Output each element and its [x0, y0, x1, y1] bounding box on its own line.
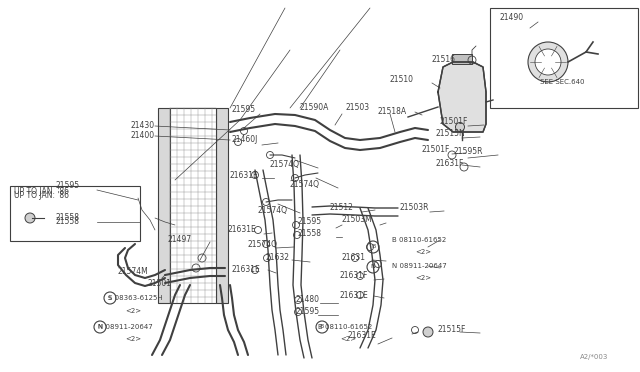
Text: 21574Q: 21574Q [258, 205, 288, 215]
Bar [10, 186, 140, 241]
Text: N: N [371, 264, 376, 269]
Text: 21631E: 21631E [340, 291, 369, 299]
Ellipse shape [412, 327, 419, 334]
Text: N: N [98, 324, 102, 330]
Ellipse shape [291, 174, 298, 182]
Text: 21595: 21595 [55, 180, 79, 189]
Text: 21460J: 21460J [232, 135, 259, 144]
Text: 21400: 21400 [131, 131, 155, 141]
Text: 21518A: 21518A [378, 108, 407, 116]
Ellipse shape [374, 260, 381, 267]
Text: 21501F: 21501F [422, 145, 451, 154]
Text: 21632: 21632 [266, 253, 290, 263]
Text: 21574Q: 21574Q [270, 160, 300, 170]
Bar [158, 108, 170, 303]
Bar [170, 108, 216, 303]
Ellipse shape [356, 292, 364, 298]
Text: <2>: <2> [125, 308, 141, 314]
Text: 21631E: 21631E [348, 330, 377, 340]
Ellipse shape [367, 244, 374, 250]
Text: 21631: 21631 [342, 253, 366, 263]
Text: 21503R: 21503R [400, 203, 429, 212]
Ellipse shape [294, 231, 301, 238]
Text: 21631E: 21631E [228, 225, 257, 234]
Text: 21430: 21430 [131, 122, 155, 131]
Bar [452, 54, 472, 64]
Ellipse shape [535, 49, 561, 75]
Text: 21490: 21490 [500, 13, 524, 22]
Text: 21558: 21558 [55, 218, 79, 227]
Ellipse shape [351, 254, 358, 262]
Text: 21574M: 21574M [118, 267, 148, 276]
Text: UP TO JAN. '86: UP TO JAN. '86 [14, 190, 69, 199]
Ellipse shape [294, 296, 301, 304]
Text: 21503M: 21503M [342, 215, 372, 224]
Text: <2>: <2> [415, 275, 431, 281]
Text: 21558: 21558 [55, 214, 79, 222]
Text: 21501F: 21501F [440, 118, 468, 126]
Ellipse shape [294, 308, 301, 315]
Text: 21515N: 21515N [436, 129, 466, 138]
Text: 21595: 21595 [298, 218, 322, 227]
Text: N 08911-20647: N 08911-20647 [392, 263, 447, 269]
Bar [490, 8, 638, 108]
Text: 21631F: 21631F [436, 160, 465, 169]
Ellipse shape [262, 199, 269, 205]
Polygon shape [438, 62, 486, 132]
Text: A2/*003: A2/*003 [580, 354, 609, 360]
Text: B 08110-61652: B 08110-61652 [392, 237, 446, 243]
Ellipse shape [241, 128, 248, 135]
Text: N 08911-20647: N 08911-20647 [98, 324, 153, 330]
Text: 21574Q: 21574Q [290, 180, 320, 189]
Text: 21516: 21516 [432, 55, 456, 64]
Text: 21631E: 21631E [230, 170, 259, 180]
Ellipse shape [266, 151, 273, 158]
Ellipse shape [25, 213, 35, 223]
Text: 21497: 21497 [168, 234, 192, 244]
Text: 21501: 21501 [148, 279, 172, 289]
Text: 21574Q: 21574Q [248, 240, 278, 248]
Text: S 08363-6125H: S 08363-6125H [108, 295, 163, 301]
Text: SEE SEC.640: SEE SEC.640 [540, 79, 584, 85]
Ellipse shape [528, 42, 568, 82]
Text: <2>: <2> [415, 249, 431, 255]
Text: 21558: 21558 [298, 230, 322, 238]
Ellipse shape [252, 266, 259, 273]
Text: 21515F: 21515F [438, 326, 467, 334]
Ellipse shape [252, 171, 259, 179]
Text: 21590A: 21590A [300, 103, 330, 112]
Text: B: B [371, 244, 375, 250]
Text: 21595: 21595 [232, 106, 256, 115]
Ellipse shape [255, 227, 262, 234]
Text: 21480: 21480 [295, 295, 319, 305]
Text: 21503: 21503 [346, 103, 370, 112]
Text: <2>: <2> [340, 336, 356, 342]
Bar [216, 108, 228, 303]
Text: B 08110-61652: B 08110-61652 [318, 324, 372, 330]
Ellipse shape [234, 138, 241, 145]
Ellipse shape [356, 273, 364, 279]
Text: 21631E: 21631E [232, 266, 260, 275]
Ellipse shape [423, 327, 433, 337]
Text: B: B [320, 324, 324, 330]
Text: <2>: <2> [125, 336, 141, 342]
Text: 21510: 21510 [390, 76, 414, 84]
Text: UP TO JAN. '86: UP TO JAN. '86 [14, 186, 69, 196]
Ellipse shape [292, 221, 300, 228]
Ellipse shape [264, 254, 271, 262]
Ellipse shape [456, 122, 465, 131]
Text: 21595R: 21595R [454, 148, 483, 157]
Text: 21512: 21512 [330, 203, 354, 212]
Text: S: S [108, 295, 112, 301]
Ellipse shape [262, 241, 269, 247]
Text: 21631F: 21631F [340, 272, 369, 280]
Text: 21595: 21595 [295, 308, 319, 317]
